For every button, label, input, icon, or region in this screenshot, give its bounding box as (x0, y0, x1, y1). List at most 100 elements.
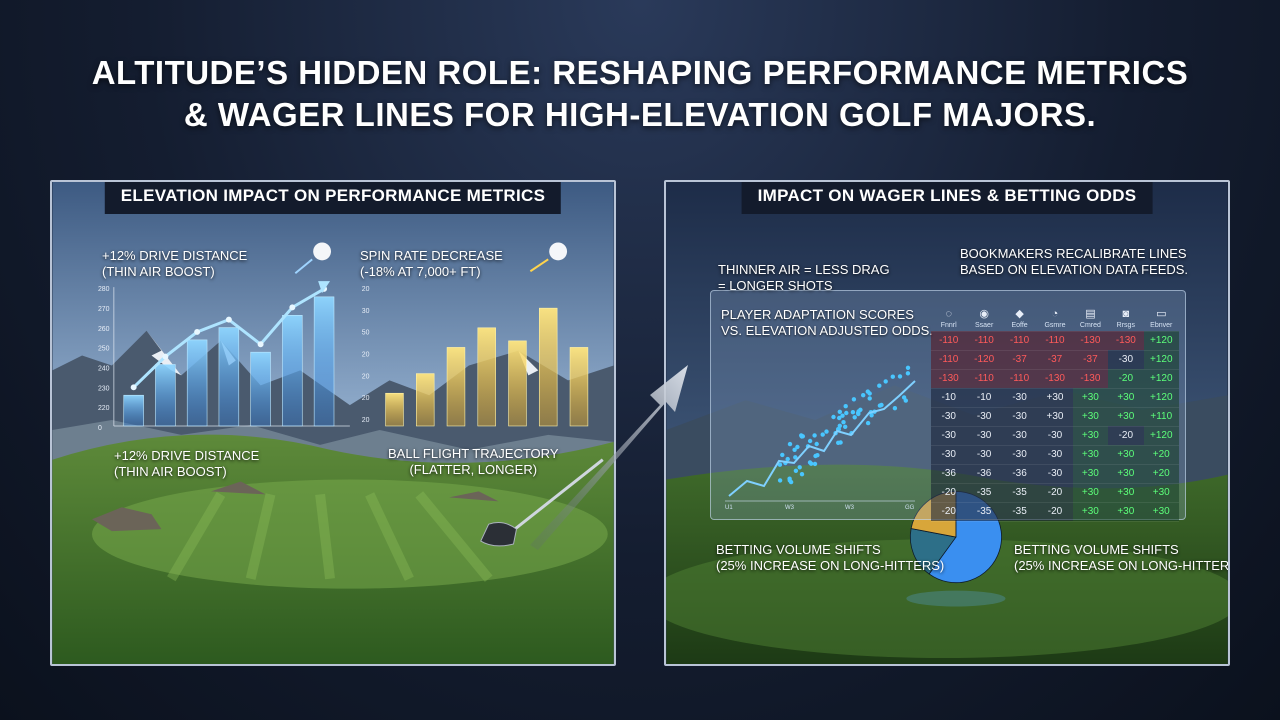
scatter-point (840, 413, 845, 418)
odds-cell: -36 (966, 464, 1002, 484)
drive-axis-tick: 240 (98, 365, 110, 372)
odds-cell: -35 (966, 483, 1002, 503)
odds-cell: -20 (931, 483, 967, 503)
transition-arrow (530, 365, 688, 550)
scatter-point (890, 374, 895, 379)
scatter-point (905, 371, 911, 376)
bookmaker-icon: ▭ (1156, 307, 1167, 320)
odds-cell: +30 (1037, 388, 1073, 408)
odds-cell: -30 (1001, 388, 1038, 408)
scatter-point (820, 432, 825, 437)
bookmaker-label: Eoffe (1011, 321, 1028, 329)
odds-row: -30 -30 -30 -30 +30 -20 +120 (931, 426, 1179, 446)
spin-bar (416, 373, 435, 427)
scatter-point (807, 460, 813, 465)
scatter-axis-tick: W3 (845, 505, 855, 511)
odds-cell: -10 (931, 388, 967, 408)
odds-cell: +30 (1108, 483, 1144, 503)
spin-axis-tick: 20 (362, 286, 370, 293)
spin-bar (538, 307, 558, 427)
odds-cell: -110 (1001, 369, 1038, 389)
odds-row: -10 -10 -30 +30 +30 +30 +120 (931, 388, 1179, 408)
wager-panel: IMPACT ON WAGER LINES & BETTING ODDS THI… (664, 180, 1230, 666)
scatter-point (901, 395, 907, 400)
drive-axis-tick: 0 (98, 425, 102, 432)
odds-cell: +30 (1108, 388, 1144, 408)
odds-cell: -37 (1072, 350, 1109, 370)
scatter-point (807, 438, 813, 444)
odds-cell: -20 (1037, 502, 1073, 522)
bookmaker-icon: ◙ (1122, 307, 1130, 320)
odds-column-header: ▭ Ebnver (1143, 301, 1179, 332)
odds-cell: -130 (1108, 331, 1144, 351)
drive-bar (282, 314, 303, 427)
spin-axis-tick: 20 (362, 417, 370, 424)
drive-axis-ticks: 280 270 260 250 240 230 220 0 (98, 286, 110, 432)
drive-distance-label: +12% DRIVE DISTANCE (THIN AIR BOOST) (102, 248, 248, 279)
odds-cell: -130 (1072, 331, 1109, 351)
spin-axis-tick: 50 (362, 330, 370, 337)
drive-bar (218, 327, 240, 427)
scatter-point (780, 452, 785, 458)
odds-cell: +20 (1143, 445, 1179, 465)
scatter-point (843, 404, 848, 409)
drive-bar (250, 351, 271, 427)
drive-axis-tick: 230 (98, 385, 110, 392)
odds-cell: -30 (1001, 445, 1038, 465)
scatter-point (837, 409, 842, 414)
odds-cell: +30 (1072, 388, 1109, 408)
odds-cell: -30 (1037, 445, 1073, 465)
spin-axis-tick: 20 (362, 373, 370, 380)
drive-bar (313, 296, 335, 427)
scatter-axis-tick: U1 (725, 505, 733, 511)
volume-shift-label-left: BETTING VOLUME SHIFTS (25% INCREASE ON L… (716, 542, 945, 573)
spin-axis-tick: 20 (362, 352, 370, 359)
odds-cell: +110 (1143, 407, 1179, 427)
scatter-point (837, 423, 842, 428)
scatter-point (792, 447, 797, 452)
scatter-point (892, 406, 898, 411)
odds-row: -20 -35 -35 -20 +30 +30 +30 (931, 502, 1179, 522)
odds-cell: +120 (1143, 331, 1179, 351)
scatter-point (814, 441, 819, 447)
scatter-point (799, 472, 805, 477)
odds-cell: -30 (966, 407, 1002, 427)
scatter-point (787, 441, 793, 447)
scatter-point (838, 440, 843, 445)
odds-column-header: ▤ Cmred (1072, 301, 1109, 332)
scatter-point (813, 453, 818, 459)
performance-panel: 280 270 260 250 240 230 220 0 20 30 50 20 20 20 20 EL… (50, 180, 616, 666)
odds-cell: +30 (1072, 483, 1109, 503)
scatter-point (852, 415, 857, 420)
odds-cell: -110 (1037, 331, 1073, 351)
scatter-point (785, 456, 790, 462)
page-title: ALTITUDE’S HIDDEN ROLE: RESHAPING PERFOR… (0, 52, 1280, 136)
odds-cell: -20 (1037, 483, 1073, 503)
odds-cell: +30 (1072, 464, 1109, 484)
drive-bar (155, 364, 176, 427)
scatter-point (831, 414, 836, 420)
odds-cell: -30 (931, 426, 967, 446)
scatter-point (837, 415, 842, 421)
scatter-point (793, 468, 799, 473)
odds-cell: +30 (1108, 407, 1144, 427)
odds-cell: +120 (1143, 369, 1179, 389)
scatter-point (844, 410, 849, 416)
odds-cell: -30 (931, 407, 967, 427)
scatter-point (799, 433, 804, 438)
scatter-point (869, 413, 874, 418)
odds-column-header: ◉ Ssaer (966, 301, 1002, 332)
scatter-point (877, 403, 883, 408)
odds-cell: -120 (966, 350, 1002, 370)
scatter-point (777, 478, 783, 483)
drive-bar (186, 339, 208, 427)
scatter-point (877, 383, 882, 388)
scatter-point (843, 424, 848, 429)
odds-cell: -30 (966, 426, 1002, 446)
scatter-point (897, 374, 903, 379)
drive-distance-label-lower: +12% DRIVE DISTANCE (THIN AIR BOOST) (114, 448, 260, 479)
drive-trend-point (289, 304, 296, 311)
spin-bar (385, 392, 404, 427)
scatter-point (812, 433, 817, 438)
bookmaker-icon: ▤ (1085, 307, 1096, 320)
